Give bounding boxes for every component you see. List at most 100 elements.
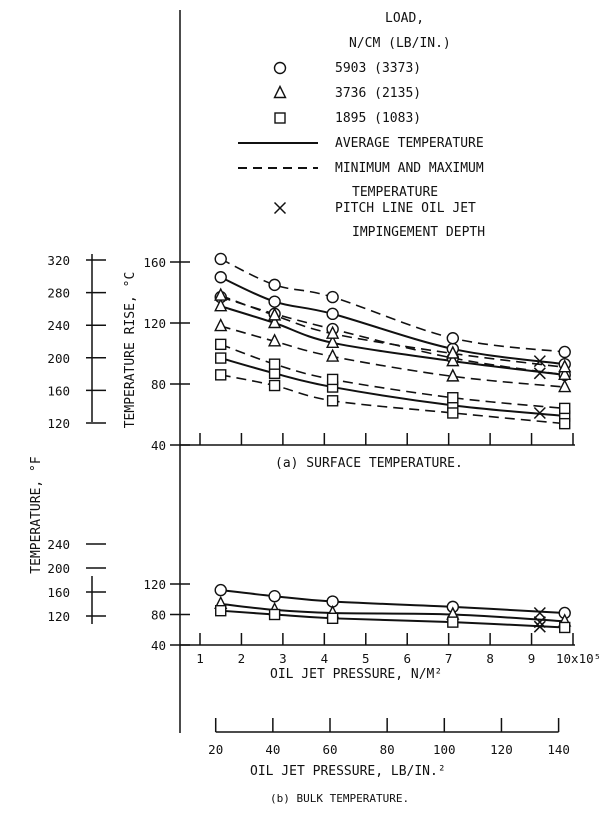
psi-tick-label: 100 [433,742,456,757]
surface-max-point-triangle [214,287,228,301]
surface-f-tick-label: 240 [47,318,70,333]
bulk-pitch-line-point [533,620,546,633]
psi-tick-label: 40 [265,742,280,757]
surface-min-point-square [326,395,339,407]
legend-entry-square-label: 1895 (1083) [335,111,421,126]
psi-axis-label: OIL JET PRESSURE, LB/IN.² [250,764,446,779]
psi-axis: 20 40 60 80 100 120 140 [208,718,570,757]
bulk-x-tick-label: 3 [279,651,287,666]
bulk-x-tick-label: 9 [528,651,536,666]
surface-avg-point-triangle [325,334,340,349]
bulk-x-tick-label: 4 [321,651,329,666]
bulk-point-circle [214,583,227,597]
bulk-x-tick-label: 2 [238,651,246,666]
surface-min-point-square [268,379,281,392]
surface-max-point-triangle [267,307,282,321]
legend-title-line2: N/CM (LB/IN.) [349,36,451,51]
surface-max-point-circle [326,290,339,304]
surface-max-point-square [559,402,571,415]
surface-min-point-triangle [267,333,282,347]
surface-avg-point-circle [268,295,281,308]
surface-avg-point-circle [214,271,227,284]
surface-max-point-square [447,392,459,404]
surface-max-point-triangle [325,325,340,339]
bulk-x-tick-label: 1 [196,651,204,666]
legend-entry-dashed-line-label: MINIMUM AND MAXIMUM [335,161,484,176]
legend-entry-circle-label: 5903 (3373) [335,61,421,76]
bulk-point-square [268,608,281,621]
legend-entry-cross-label2: IMPINGEMENT DEPTH [352,225,485,240]
surface-avg-point-triangle [214,298,228,312]
x-exponent-label: 10x10⁵ [556,651,601,666]
bulk-point-square [215,604,227,617]
bulk-curve-circle [220,589,565,614]
surface-pitch-line-point [533,406,546,420]
surface-c-tick-label: 120 [143,316,166,331]
surface-min-curve-circle [220,296,565,376]
legend-entry-solid-line-label: AVERAGE TEMPERATURE [335,136,484,151]
bulk-x-tick-label: 8 [486,651,494,666]
surface-max-point-triangle [558,359,572,373]
legend-entry-dashed-line-label2: TEMPERATURE [352,185,438,200]
surface-c-tick-label: 80 [151,377,166,392]
surface-avg-curve-circle [220,276,565,366]
surface-max-point-circle [446,332,460,345]
bulk-x-tick-label: 7 [445,651,453,666]
surface-min-point-triangle [325,348,340,362]
surface-pitch-line-point [533,355,546,368]
bulk-c-tick-label: 40 [151,638,166,653]
psi-tick-label: 20 [208,742,223,757]
legend-entry-cross-label: PITCH LINE OIL JET [335,201,476,216]
bulk-point-square [447,616,459,628]
legend-entry-cross-swatch [273,201,287,215]
bulk-x-tick-label: 6 [403,651,411,666]
bulk-pitch-line-point [533,606,546,620]
surface-min-point-square [559,417,571,430]
surface-max-point-square [215,338,227,351]
bulk-temperature-title: (b) BULK TEMPERATURE. [270,792,409,805]
surface-max-point-square [268,358,281,370]
surface-temperature-title: (a) SURFACE TEMPERATURE. [275,456,463,471]
temperature-rise-c-axis-label: TEMPERATURE RISE, °C [123,272,138,429]
bulk-point-square [326,612,339,625]
surface-c-tick-label: 40 [151,438,166,453]
psi-tick-label: 80 [380,742,395,757]
n-per-m2-axis-label: OIL JET PRESSURE, N/M² [270,667,442,682]
surface-avg-point-triangle [267,314,282,329]
bulk-curve-triangle [220,602,565,623]
surface-max-point-circle [214,252,227,266]
bulk-temperature-panel: 1 2 3 4 5 6 7 8 9 40 80 120 120 160 200 240 [47,537,575,666]
surface-temperature-panel: 40 80 120 160 120 160 200 240 280 320 (a) SURFACE… [47,252,575,471]
surface-max-point-circle [558,345,571,359]
legend-entry-circle-swatch [273,61,287,75]
surface-f-tick-label: 160 [47,383,70,398]
psi-tick-label: 120 [490,742,513,757]
surface-avg-curve-square [220,357,565,418]
surface-min-point-triangle [558,378,572,393]
bulk-curve-square [220,609,565,629]
surface-c-tick-label: 160 [143,255,166,270]
legend-entry-triangle-swatch [273,84,287,99]
surface-f-tick-label: 320 [47,253,70,268]
surface-max-curve-square [220,343,565,410]
legend-title-line1: LOAD, [385,11,424,26]
surface-max-point-triangle [446,345,460,359]
surface-max-curve-triangle [220,294,565,369]
bulk-f-tick-label: 200 [47,561,70,576]
bulk-f-tick-label: 240 [47,537,70,552]
surface-max-point-circle [268,278,281,292]
surface-avg-curve-triangle [220,305,565,376]
surface-max-point-square [326,373,339,386]
surface-f-tick-label: 280 [47,286,70,301]
legend-entry-square-swatch [274,112,286,124]
surface-min-point-square [215,369,227,381]
bulk-point-square [559,621,571,634]
bulk-x-tick-label: 5 [362,651,370,666]
surface-min-point-square [447,407,459,419]
surface-pitch-line-point [533,367,546,380]
surface-f-tick-label: 120 [47,416,70,431]
psi-tick-label: 140 [547,742,570,757]
bulk-point-circle [268,590,281,603]
bulk-pitch-line-point [533,616,546,629]
